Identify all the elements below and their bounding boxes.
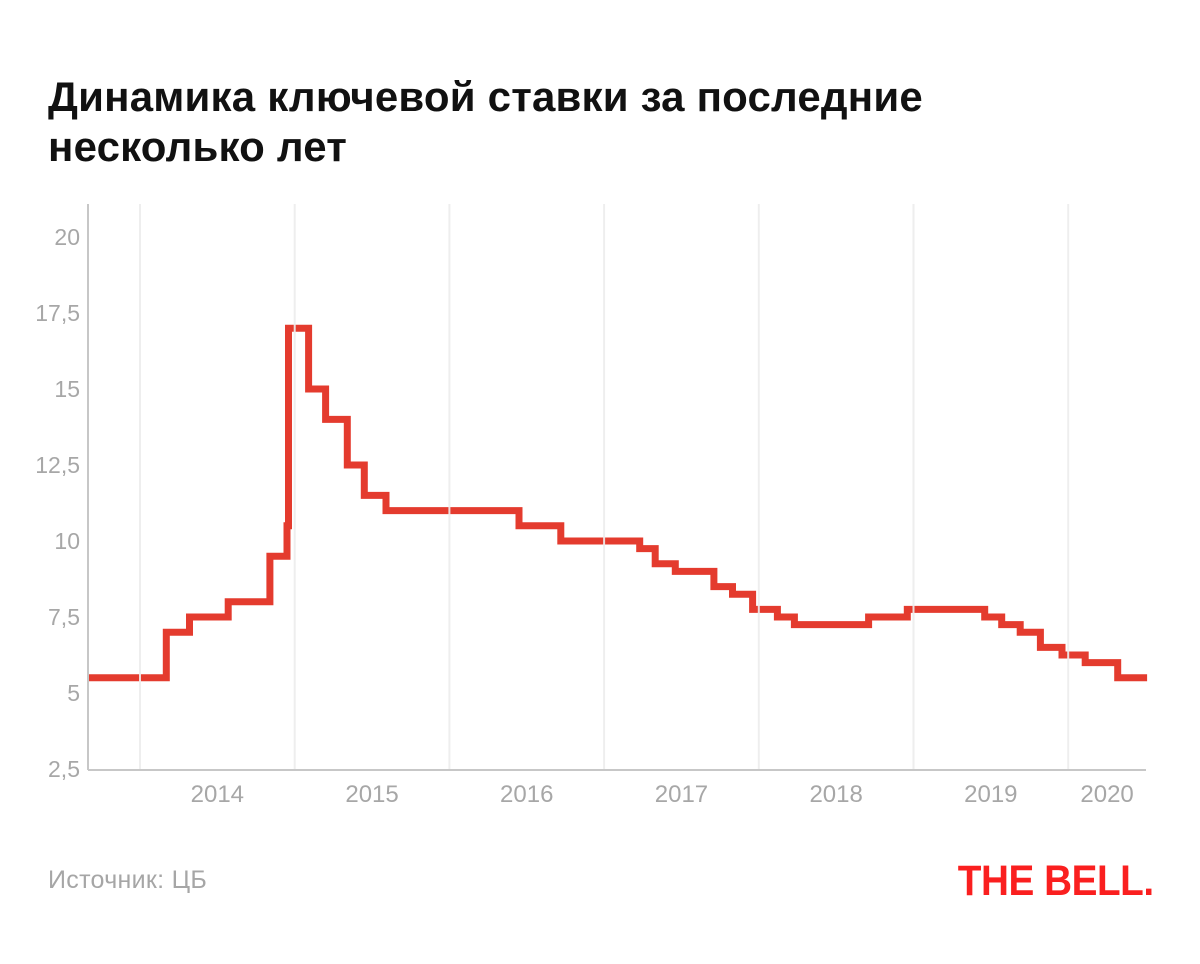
y-tick-label-20: 20 — [54, 224, 80, 250]
y-tick-label-17.5: 17,5 — [35, 300, 80, 326]
page-title: Динамика ключевой ставки за последние не… — [48, 72, 923, 172]
x-tick-label-2020: 2020 — [1080, 781, 1133, 808]
source-label: Источник: ЦБ — [48, 866, 208, 894]
x-tick-label-2019: 2019 — [964, 781, 1017, 808]
x-tick-label-2016: 2016 — [500, 781, 553, 808]
y-tick-label-10: 10 — [54, 528, 80, 554]
y-tick-label-7.5: 7,5 — [48, 604, 80, 630]
y-tick-label-12.5: 12,5 — [35, 452, 80, 478]
page-title-line-2: несколько лет — [48, 123, 347, 171]
x-tick-label-2015: 2015 — [345, 781, 398, 808]
x-tick-label-2014: 2014 — [191, 781, 244, 808]
page-title-line-1: Динамика ключевой ставки за последние — [48, 73, 923, 121]
y-tick-label-15: 15 — [54, 376, 80, 402]
the-bell-logo: THE BELL. — [958, 857, 1154, 905]
y-tick-label-5: 5 — [67, 680, 80, 706]
x-tick-label-2018: 2018 — [809, 781, 862, 808]
key-rate-step-line — [87, 324, 1148, 682]
x-tick-label-2017: 2017 — [655, 781, 708, 808]
y-tick-label-2.5: 2,5 — [48, 756, 80, 782]
